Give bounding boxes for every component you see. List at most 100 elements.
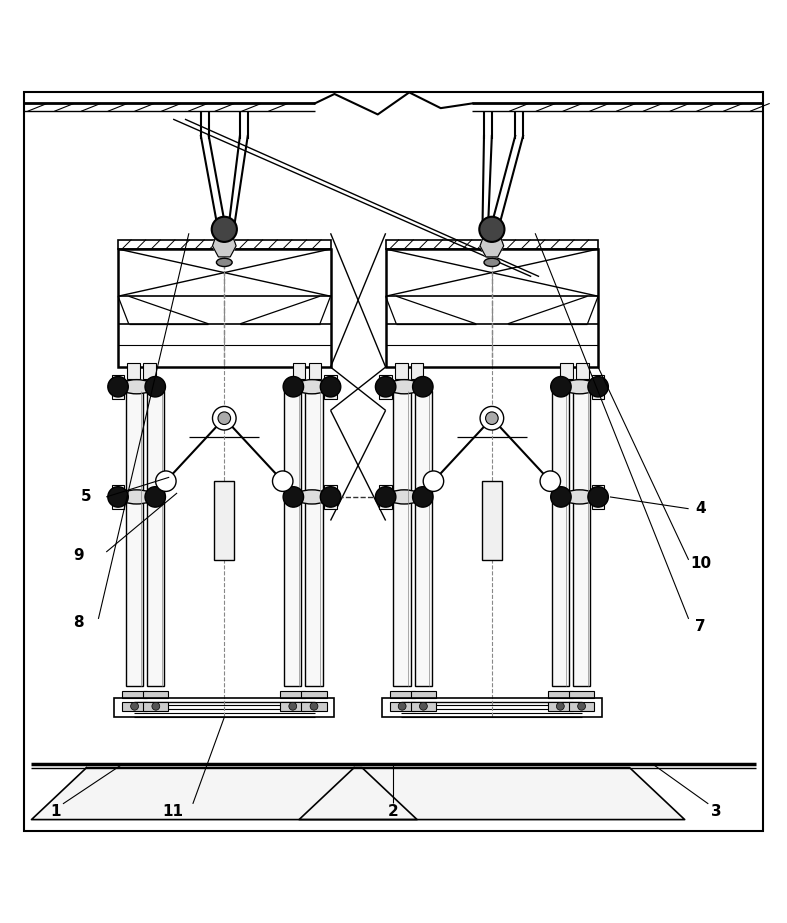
Bar bbox=[309, 363, 321, 378]
Circle shape bbox=[320, 486, 341, 507]
Circle shape bbox=[289, 702, 297, 710]
Circle shape bbox=[145, 377, 165, 397]
Bar bbox=[280, 701, 305, 711]
Bar bbox=[122, 690, 147, 698]
Bar bbox=[548, 690, 573, 698]
Circle shape bbox=[480, 406, 504, 430]
Bar bbox=[386, 240, 598, 249]
Circle shape bbox=[272, 471, 293, 491]
Bar bbox=[482, 481, 502, 560]
Circle shape bbox=[556, 702, 564, 710]
Ellipse shape bbox=[295, 490, 329, 504]
Bar bbox=[415, 390, 432, 686]
Circle shape bbox=[152, 702, 160, 710]
Polygon shape bbox=[212, 234, 236, 257]
Circle shape bbox=[375, 377, 396, 397]
Circle shape bbox=[283, 486, 304, 507]
Text: 11: 11 bbox=[163, 804, 183, 820]
Circle shape bbox=[412, 377, 433, 397]
Bar bbox=[379, 375, 392, 399]
Bar bbox=[126, 390, 143, 686]
Text: 4: 4 bbox=[695, 501, 706, 516]
Bar bbox=[118, 240, 331, 249]
Bar bbox=[301, 690, 327, 698]
Bar bbox=[127, 363, 140, 378]
Bar bbox=[390, 701, 415, 711]
Bar bbox=[293, 363, 305, 378]
Circle shape bbox=[588, 377, 608, 397]
Bar bbox=[301, 701, 327, 711]
Circle shape bbox=[479, 217, 504, 242]
Circle shape bbox=[578, 702, 586, 710]
Bar bbox=[560, 363, 573, 378]
Text: 5: 5 bbox=[81, 489, 92, 504]
Bar bbox=[386, 249, 598, 367]
Ellipse shape bbox=[563, 490, 597, 504]
Ellipse shape bbox=[295, 379, 329, 394]
Polygon shape bbox=[480, 234, 504, 257]
Text: 9: 9 bbox=[73, 548, 84, 563]
Bar bbox=[576, 363, 589, 378]
Bar bbox=[122, 701, 147, 711]
Bar bbox=[143, 701, 168, 711]
Circle shape bbox=[218, 412, 231, 425]
Bar bbox=[143, 363, 156, 378]
Bar bbox=[118, 249, 331, 367]
Circle shape bbox=[588, 486, 608, 507]
Bar bbox=[112, 485, 124, 509]
Ellipse shape bbox=[484, 258, 500, 267]
Bar bbox=[411, 701, 436, 711]
Bar bbox=[411, 690, 436, 698]
Bar bbox=[411, 363, 423, 378]
Circle shape bbox=[423, 471, 444, 491]
Ellipse shape bbox=[563, 379, 597, 394]
Circle shape bbox=[108, 486, 128, 507]
Circle shape bbox=[551, 377, 571, 397]
Bar bbox=[573, 390, 590, 686]
Text: 7: 7 bbox=[695, 619, 706, 634]
Text: 10: 10 bbox=[690, 557, 711, 571]
Bar bbox=[112, 375, 124, 399]
Bar bbox=[147, 390, 164, 686]
Circle shape bbox=[283, 377, 304, 397]
Ellipse shape bbox=[387, 490, 421, 504]
Circle shape bbox=[212, 217, 237, 242]
Text: 3: 3 bbox=[711, 804, 722, 820]
Circle shape bbox=[412, 486, 433, 507]
Bar bbox=[569, 690, 594, 698]
Text: 2: 2 bbox=[388, 804, 399, 820]
Polygon shape bbox=[299, 768, 685, 820]
Bar bbox=[214, 481, 235, 560]
Circle shape bbox=[398, 702, 406, 710]
Bar bbox=[284, 390, 301, 686]
Circle shape bbox=[551, 486, 571, 507]
Ellipse shape bbox=[120, 490, 153, 504]
Circle shape bbox=[108, 377, 128, 397]
Bar bbox=[592, 485, 604, 509]
Bar bbox=[548, 701, 573, 711]
Circle shape bbox=[320, 377, 341, 397]
Ellipse shape bbox=[216, 258, 232, 267]
Bar bbox=[395, 363, 408, 378]
Ellipse shape bbox=[120, 379, 153, 394]
Circle shape bbox=[212, 406, 236, 430]
Bar bbox=[552, 390, 569, 686]
Bar bbox=[305, 390, 323, 686]
Polygon shape bbox=[31, 768, 417, 820]
Circle shape bbox=[145, 486, 165, 507]
Circle shape bbox=[156, 471, 176, 491]
Bar bbox=[280, 690, 305, 698]
Circle shape bbox=[486, 412, 498, 425]
Bar bbox=[382, 698, 602, 717]
Circle shape bbox=[310, 702, 318, 710]
Bar bbox=[143, 690, 168, 698]
Bar bbox=[569, 701, 594, 711]
Bar bbox=[379, 485, 392, 509]
Bar bbox=[390, 690, 415, 698]
Bar bbox=[324, 375, 337, 399]
Circle shape bbox=[375, 486, 396, 507]
Bar bbox=[592, 375, 604, 399]
Circle shape bbox=[540, 471, 560, 491]
Ellipse shape bbox=[387, 379, 421, 394]
Circle shape bbox=[131, 702, 139, 710]
